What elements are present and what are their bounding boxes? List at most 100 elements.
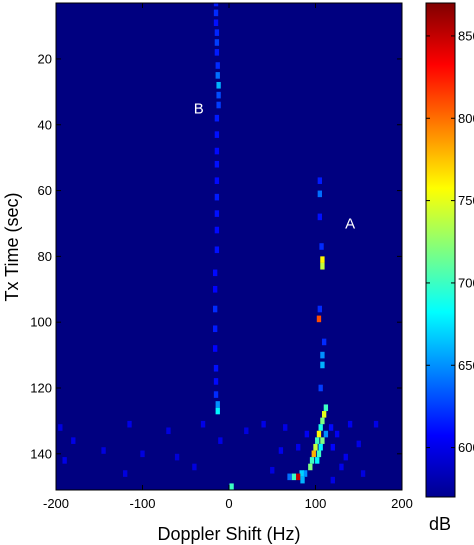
plot-background bbox=[56, 3, 402, 490]
heatmap-cell bbox=[334, 430, 340, 438]
heatmap-cell bbox=[296, 473, 301, 481]
heatmap-cell bbox=[212, 269, 218, 277]
x-tick-label: -100 bbox=[129, 496, 155, 511]
colorbar-ticks: 600 650 700 750 800 850 bbox=[426, 28, 474, 455]
heatmap-cell bbox=[318, 424, 323, 431]
heatmap-cell bbox=[213, 3, 219, 7]
heatmap-cell bbox=[287, 473, 292, 481]
heatmap-cell bbox=[318, 384, 323, 392]
heatmap-cell bbox=[174, 453, 180, 461]
heatmap-cell bbox=[296, 443, 301, 451]
heatmap-cell bbox=[71, 437, 76, 444]
heatmap-cell bbox=[347, 420, 353, 428]
annotation-label-a: A bbox=[345, 215, 355, 232]
heatmap-cell bbox=[278, 447, 284, 454]
heatmap-cell bbox=[317, 190, 322, 198]
colorbar-label: dB bbox=[429, 514, 451, 534]
x-axis-label: Doppler Shift (Hz) bbox=[157, 524, 300, 544]
heatmap-cell bbox=[140, 450, 145, 458]
heatmap-cell bbox=[214, 193, 220, 201]
heatmap-cell bbox=[270, 466, 275, 474]
heatmap-cell bbox=[214, 210, 220, 217]
colorbar-tick-label: 850 bbox=[458, 28, 474, 43]
heatmap-cell bbox=[320, 361, 325, 369]
heatmap-cell bbox=[214, 177, 220, 184]
heatmap-cell bbox=[313, 443, 318, 451]
heatmap-cell bbox=[316, 315, 322, 323]
heatmap-cell bbox=[309, 457, 315, 464]
heatmap-cell bbox=[320, 351, 325, 359]
heatmap-cell bbox=[315, 437, 320, 444]
heatmap-cell bbox=[214, 39, 220, 46]
y-tick-label: 20 bbox=[38, 51, 52, 66]
heatmap-cell bbox=[317, 177, 322, 184]
heatmap-cell bbox=[291, 473, 297, 481]
y-axis-ticks: 20 40 60 80 100 120 140 bbox=[30, 51, 402, 461]
heatmap-cell bbox=[330, 443, 335, 451]
heatmap-cell bbox=[373, 420, 379, 428]
heatmap-cell bbox=[229, 483, 234, 490]
x-tick-label: 100 bbox=[305, 496, 327, 511]
heatmap-cell bbox=[323, 430, 329, 438]
x-tick-label: 200 bbox=[391, 496, 413, 511]
heatmap-cell bbox=[261, 420, 266, 428]
heatmap-cell bbox=[302, 470, 308, 477]
heatmap-cell bbox=[320, 437, 325, 444]
y-tick-label: 80 bbox=[38, 249, 52, 264]
heatmap-cell bbox=[216, 81, 221, 89]
heatmap-cell bbox=[214, 131, 220, 138]
colorbar-tick-label: 600 bbox=[458, 440, 474, 455]
heatmap-cell bbox=[215, 401, 220, 408]
heatmap-cell bbox=[330, 476, 335, 484]
heatmap-cell bbox=[360, 470, 366, 477]
heatmap-cell bbox=[299, 470, 304, 477]
heatmap-cell bbox=[214, 246, 220, 254]
heatmap-cell bbox=[214, 29, 220, 36]
colorbar-tick-label: 650 bbox=[458, 358, 474, 373]
annotation-label-b: B bbox=[194, 100, 204, 117]
colorbar-tick-label: 750 bbox=[458, 193, 474, 208]
heatmap-cell bbox=[213, 19, 219, 27]
colorbar: 600 650 700 750 800 850 dB bbox=[425, 2, 474, 534]
heatmap-cell bbox=[212, 325, 218, 333]
heatmap-cell bbox=[320, 262, 325, 270]
x-tick-label: 0 bbox=[225, 496, 232, 511]
y-tick-label: 100 bbox=[30, 315, 52, 330]
heatmap-cell bbox=[321, 411, 327, 418]
heatmap-cell bbox=[320, 256, 325, 263]
heatmap-cell bbox=[319, 243, 324, 250]
heatmap-cell bbox=[123, 470, 128, 477]
heatmap-cell bbox=[216, 91, 221, 99]
heatmap-cell bbox=[213, 391, 219, 398]
heatmap-cell bbox=[244, 427, 249, 435]
y-tick-label: 140 bbox=[30, 446, 52, 461]
y-tick-label: 120 bbox=[30, 380, 52, 395]
heatmap-cell bbox=[192, 463, 197, 471]
heatmap-cell bbox=[214, 147, 220, 155]
heatmap-cell bbox=[316, 430, 322, 438]
heatmap-cell bbox=[215, 62, 220, 69]
heatmap-cell bbox=[320, 417, 325, 425]
heatmap-cell bbox=[58, 424, 63, 431]
x-tick-label: -200 bbox=[43, 496, 69, 511]
heatmap-cell bbox=[200, 420, 206, 428]
y-tick-label: 40 bbox=[38, 117, 52, 132]
heatmap-cell bbox=[300, 476, 305, 484]
heatmap-cell bbox=[127, 420, 132, 428]
heatmap-cell bbox=[62, 457, 67, 464]
heatmap-cell bbox=[283, 424, 288, 431]
heatmap-cell bbox=[316, 450, 322, 458]
heatmap-cell bbox=[166, 427, 171, 435]
heatmap-cell bbox=[318, 443, 323, 451]
heatmap-cell bbox=[101, 447, 106, 454]
heatmap-cell bbox=[213, 378, 219, 385]
heatmap-cell bbox=[315, 457, 320, 464]
colorbar-gradient bbox=[425, 2, 456, 498]
heatmap-cell bbox=[214, 49, 220, 56]
heatmap-cell bbox=[213, 364, 219, 372]
heatmap-cell bbox=[317, 213, 322, 221]
y-axis-label: Tx Time (sec) bbox=[2, 192, 22, 301]
heatmap-cell bbox=[321, 338, 327, 346]
